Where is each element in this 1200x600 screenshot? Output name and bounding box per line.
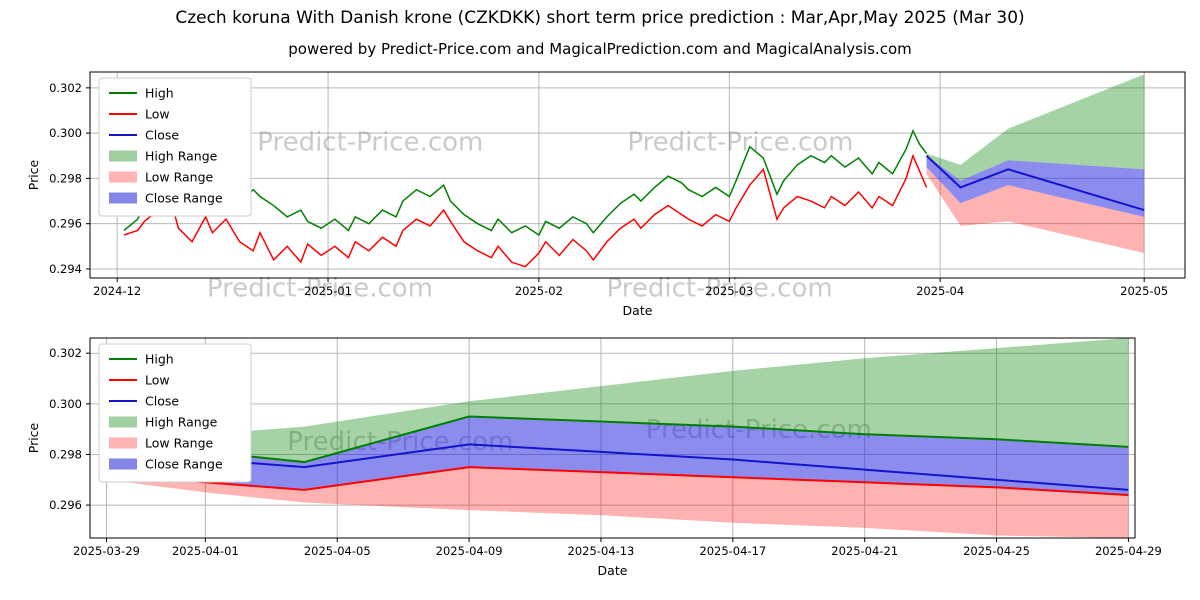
page-subtitle: powered by Predict-Price.com and Magical…: [288, 40, 912, 58]
forecast-detail-chart: Predict-Price.comPredict-Price.com2025-0…: [26, 337, 1162, 578]
svg-text:0.296: 0.296: [49, 498, 82, 512]
svg-text:2025-04-01: 2025-04-01: [172, 544, 239, 558]
svg-text:0.302: 0.302: [49, 346, 82, 360]
svg-text:2025-04-13: 2025-04-13: [568, 544, 635, 558]
svg-text:Low Range: Low Range: [145, 170, 214, 185]
svg-text:2024-12: 2024-12: [93, 284, 141, 298]
svg-text:2025-04-29: 2025-04-29: [1095, 544, 1162, 558]
svg-text:0.298: 0.298: [49, 171, 82, 185]
watermark: Predict-Price.com: [257, 127, 483, 157]
svg-text:2025-05: 2025-05: [1120, 284, 1168, 298]
band: [926, 155, 1145, 217]
svg-text:2025-04-17: 2025-04-17: [699, 544, 766, 558]
svg-text:2025-02: 2025-02: [515, 284, 563, 298]
band: [926, 74, 1145, 181]
svg-text:2025-04-21: 2025-04-21: [831, 544, 898, 558]
svg-text:Close Range: Close Range: [145, 191, 223, 206]
svg-text:Low Range: Low Range: [145, 436, 214, 451]
svg-text:High: High: [145, 352, 174, 367]
svg-text:Low: Low: [145, 373, 170, 388]
svg-text:2025-04: 2025-04: [916, 284, 964, 298]
svg-text:High: High: [145, 86, 174, 101]
svg-text:2025-03: 2025-03: [705, 284, 753, 298]
svg-text:Date: Date: [623, 303, 653, 318]
svg-text:Date: Date: [598, 563, 628, 578]
svg-text:Low: Low: [145, 107, 170, 122]
svg-text:0.294: 0.294: [49, 262, 82, 276]
svg-text:2025-03-29: 2025-03-29: [73, 544, 140, 558]
svg-text:0.300: 0.300: [49, 126, 82, 140]
svg-text:Price: Price: [26, 159, 41, 190]
svg-text:Price: Price: [26, 422, 41, 453]
series-line: [106, 466, 1129, 496]
svg-text:Close Range: Close Range: [145, 457, 223, 472]
svg-text:Close: Close: [145, 394, 179, 409]
svg-text:2025-04-05: 2025-04-05: [304, 544, 371, 558]
main-price-history-chart: Predict-Price.com Predict-Price.com Predic…: [26, 71, 1186, 318]
svg-text:High Range: High Range: [145, 149, 218, 164]
watermark: Predict-Price.com: [607, 274, 833, 304]
svg-text:0.300: 0.300: [49, 397, 82, 411]
svg-text:0.296: 0.296: [49, 217, 82, 231]
svg-text:0.302: 0.302: [49, 81, 82, 95]
watermark: Predict-Price.com: [207, 274, 433, 304]
series-line: [123, 153, 928, 268]
svg-text:2025-01: 2025-01: [304, 284, 352, 298]
series-line: [123, 128, 928, 237]
svg-text:High Range: High Range: [145, 415, 218, 430]
svg-text:Close: Close: [145, 128, 179, 143]
watermark: Predict-Price.com: [627, 127, 853, 157]
series-line: [925, 155, 1145, 212]
band: [106, 338, 1129, 463]
page-title: Czech koruna With Danish krone (CZKDKK) …: [175, 8, 1025, 28]
band: [106, 467, 1129, 538]
band: [106, 416, 1129, 495]
band: [926, 167, 1145, 254]
svg-text:2025-04-09: 2025-04-09: [436, 544, 503, 558]
svg-text:0.298: 0.298: [49, 447, 82, 461]
svg-text:2025-04-25: 2025-04-25: [963, 544, 1030, 558]
